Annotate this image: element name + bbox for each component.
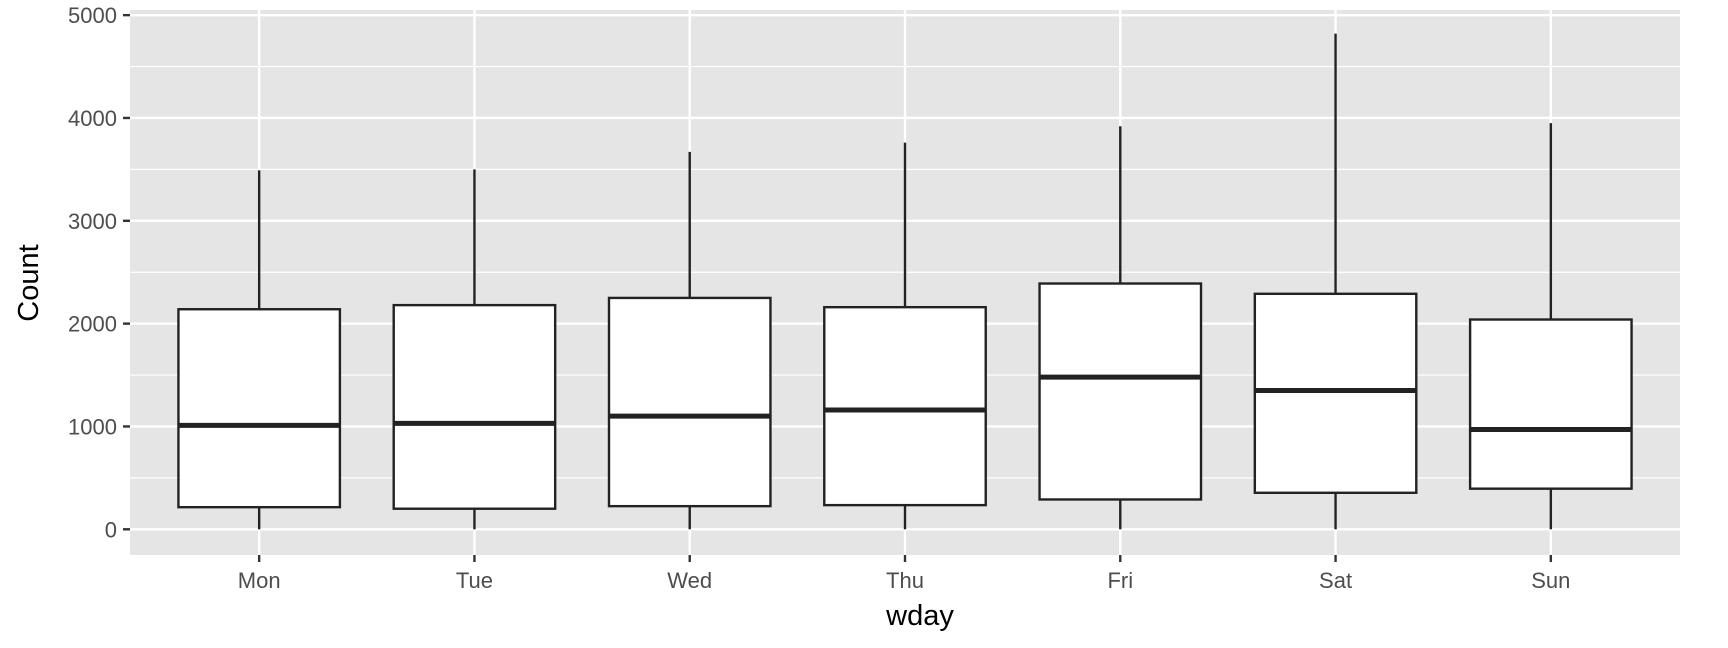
box-body	[607, 296, 772, 508]
box-body	[177, 308, 342, 509]
box-sat	[1253, 33, 1418, 530]
x-tick-label: Fri	[1107, 568, 1133, 593]
x-tick-label: Wed	[667, 568, 712, 593]
box-body	[1468, 318, 1633, 490]
box-mon	[177, 170, 342, 530]
y-tick-label: 2000	[68, 312, 117, 337]
y-tick-label: 1000	[68, 414, 117, 439]
x-tick-label: Sun	[1531, 568, 1570, 593]
y-tick-label: 0	[105, 517, 117, 542]
y-tick-label: 5000	[68, 3, 117, 28]
box-body	[392, 303, 557, 510]
y-tick-label: 3000	[68, 209, 117, 234]
x-tick-label: Tue	[456, 568, 493, 593]
y-tick-label: 4000	[68, 106, 117, 131]
box-fri	[1038, 126, 1203, 530]
box-thu	[823, 142, 987, 530]
axes: 0 1000 2000 3000 4000 5000 Mon Tue Wed Thu Fri Sat S…	[68, 3, 1570, 593]
box-tue	[392, 169, 557, 530]
x-axis-title: wday	[885, 600, 954, 632]
x-tick-label: Mon	[238, 568, 281, 593]
x-tick-label: Thu	[886, 568, 924, 593]
box-body	[823, 305, 987, 507]
x-tick-label: Sat	[1319, 568, 1352, 593]
box-sun	[1468, 123, 1633, 530]
y-axis-title: Count	[13, 244, 45, 321]
box-wed	[607, 151, 772, 530]
boxes	[177, 33, 1633, 530]
box-body	[1253, 292, 1418, 494]
box-body	[1038, 282, 1203, 501]
